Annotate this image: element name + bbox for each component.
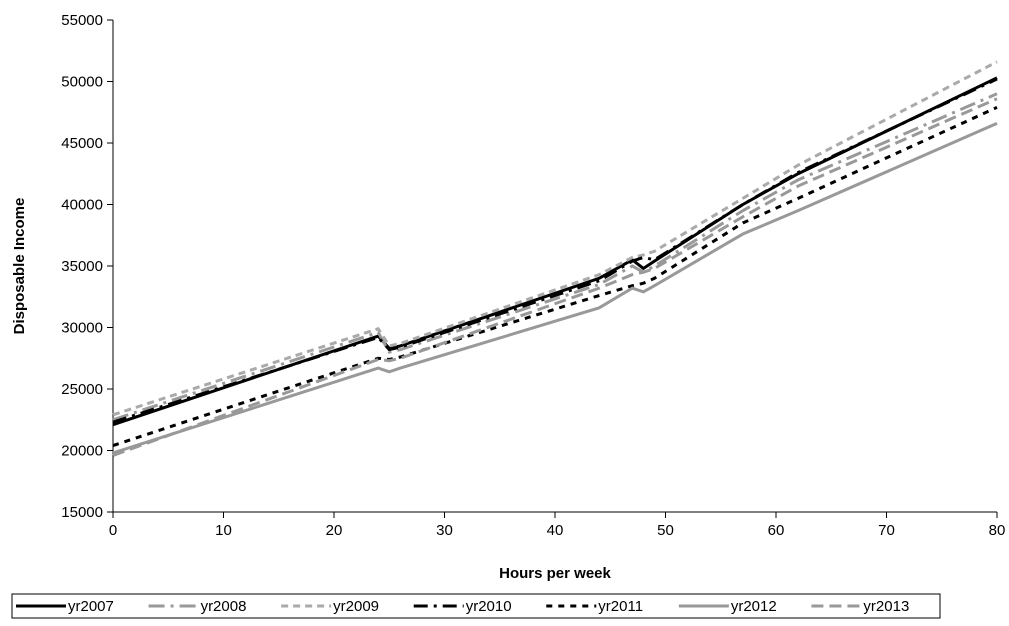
x-tick-label: 40 xyxy=(547,522,564,539)
data-line xyxy=(112,97,998,457)
x-tick-label: 20 xyxy=(326,522,343,539)
y-tick-label: 35000 xyxy=(61,258,103,275)
x-tick-label: 50 xyxy=(657,522,674,539)
legend-label: yr2012 xyxy=(731,598,777,615)
legend-label: yr2009 xyxy=(333,598,379,615)
data-line xyxy=(112,105,998,448)
y-tick-label: 15000 xyxy=(61,504,103,521)
data-line xyxy=(112,77,998,424)
data-line xyxy=(112,92,998,422)
legend-label: yr2008 xyxy=(201,598,247,615)
y-tick-label: 40000 xyxy=(61,197,103,214)
x-tick-label: 70 xyxy=(878,522,895,539)
x-tick-label: 0 xyxy=(109,522,117,539)
data-line xyxy=(112,121,998,455)
x-tick-label: 30 xyxy=(436,522,453,539)
data-line xyxy=(112,60,998,417)
legend-label: yr2007 xyxy=(68,598,114,615)
legend-label: yr2010 xyxy=(466,598,512,615)
y-tick-label: 45000 xyxy=(61,135,103,152)
y-tick-label: 30000 xyxy=(61,320,103,337)
x-axis-title: Hours per week xyxy=(499,565,611,582)
y-tick-label: 50000 xyxy=(61,74,103,91)
legend-box xyxy=(11,593,941,619)
legend-label: yr2013 xyxy=(863,598,909,615)
x-tick-label: 10 xyxy=(215,522,232,539)
legend-label: yr2011 xyxy=(598,598,643,615)
y-tick-label: 20000 xyxy=(61,443,103,460)
data-line xyxy=(112,76,998,427)
y-tick-label: 25000 xyxy=(61,381,103,398)
x-tick-label: 60 xyxy=(768,522,785,539)
y-tick-label: 55000 xyxy=(61,12,103,29)
y-axis-title: Disposable Income xyxy=(11,198,28,335)
x-tick-label: 80 xyxy=(989,522,1006,539)
